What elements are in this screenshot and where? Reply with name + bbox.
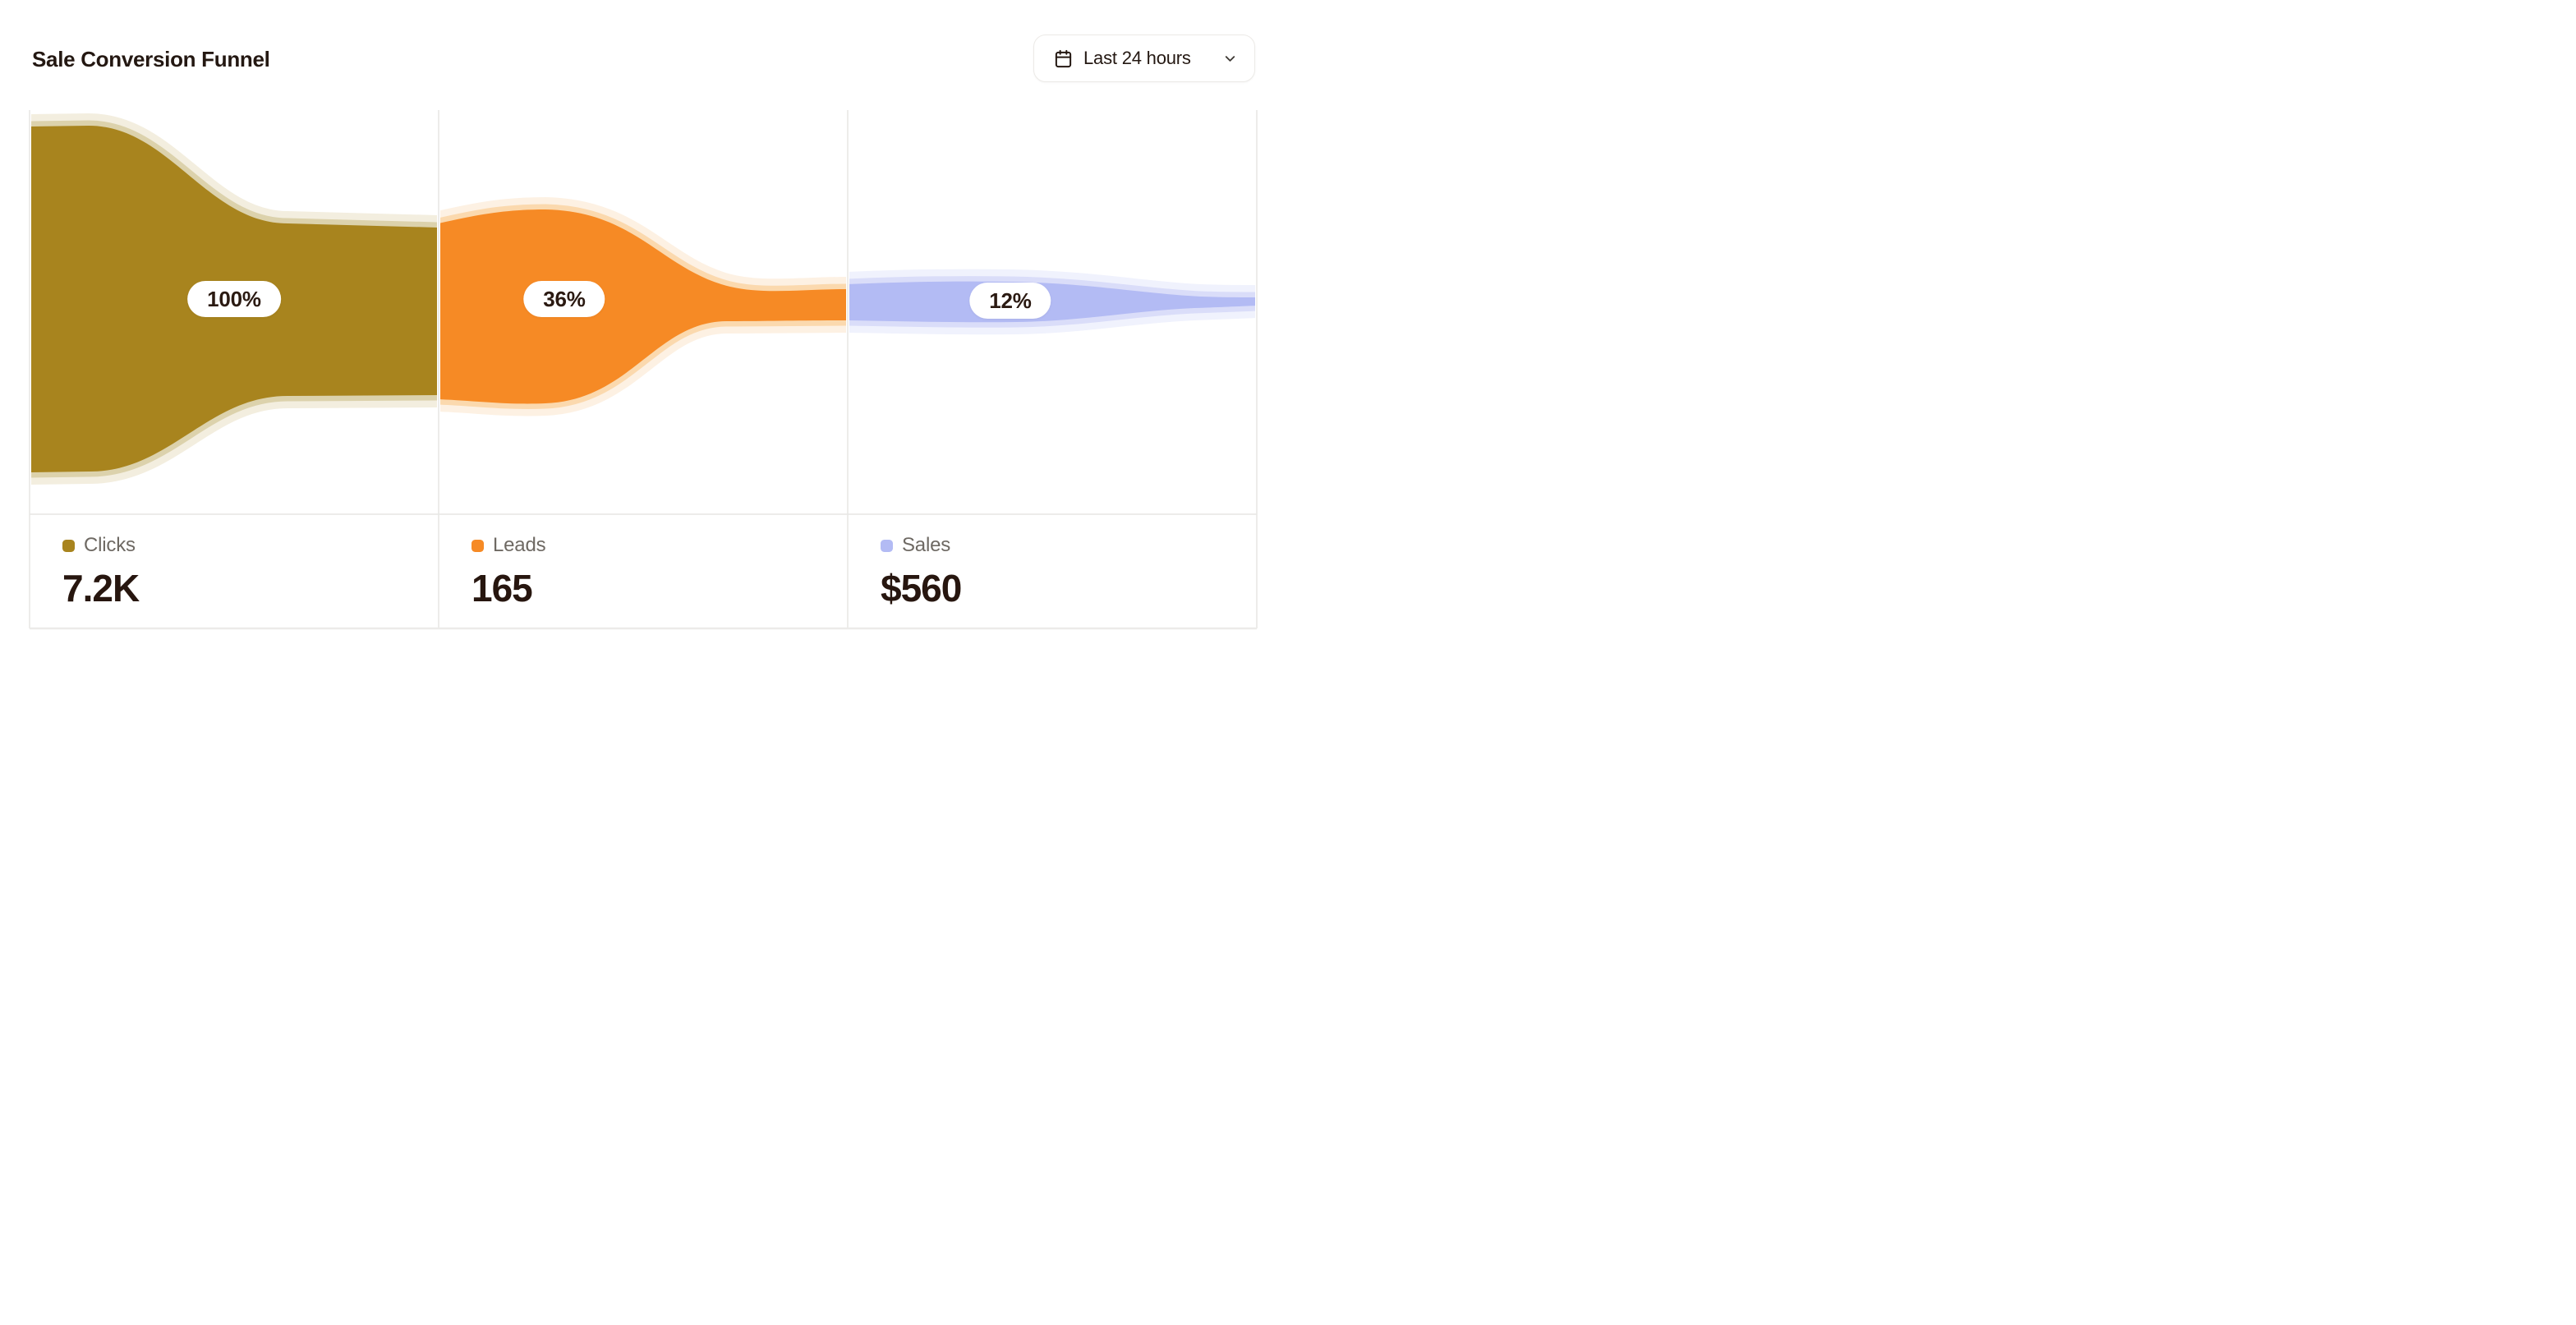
legend-swatch-sales <box>881 539 893 552</box>
funnel-segment-sales <box>849 269 1255 335</box>
legend-label-leads: Leads <box>493 534 546 556</box>
time-range-label: Last 24 hours <box>1083 48 1191 68</box>
grid-lines <box>29 110 1258 630</box>
calendar-icon <box>1054 49 1073 68</box>
stage-percent-badge-leads: 36% <box>523 281 605 317</box>
legend-label-clicks: Clicks <box>84 534 136 556</box>
funnel-card: Sale Conversion Funnel Last 24 hours <box>0 0 1288 662</box>
funnel-segment-leads <box>440 197 846 416</box>
chevron-down-icon <box>1222 51 1238 67</box>
legend-item-clicks: Clicks 7.2K <box>62 534 407 609</box>
legend-swatch-clicks <box>62 539 75 552</box>
legend-item-leads: Leads 165 <box>472 534 816 609</box>
legend-value-sales: $560 <box>881 567 962 610</box>
page-title: Sale Conversion Funnel <box>32 47 270 71</box>
legend-value-clicks: 7.2K <box>62 567 140 610</box>
legend-label-sales: Sales <box>902 534 951 556</box>
stage-percent-badge-clicks: 100% <box>187 281 281 317</box>
legend-item-sales: Sales $560 <box>881 534 1226 609</box>
legend-swatch-leads <box>472 539 484 552</box>
time-range-button[interactable]: Last 24 hours <box>1033 35 1255 82</box>
legend-value-leads: 165 <box>472 567 533 610</box>
stage-percent-badge-sales: 12% <box>969 283 1051 319</box>
